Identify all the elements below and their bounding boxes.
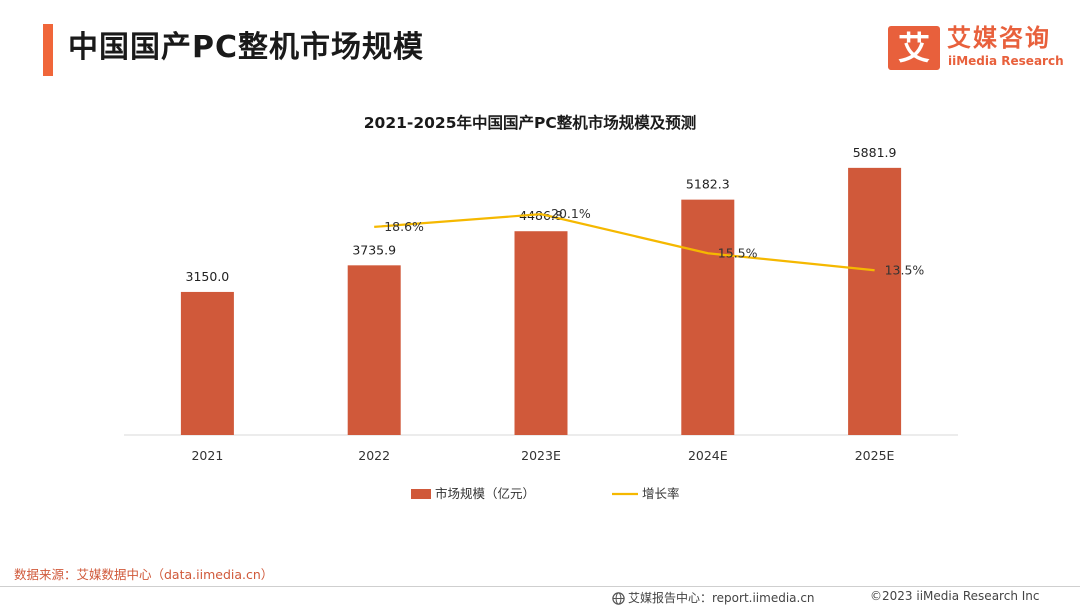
- logo-icon: 艾: [888, 26, 940, 70]
- growth-label-2024E: 15.5%: [718, 245, 758, 260]
- copyright: ©2023 iiMedia Research Inc: [870, 589, 1040, 603]
- x-tick-2025E: 2025E: [855, 448, 895, 463]
- x-tick-2022: 2022: [358, 448, 390, 463]
- legend-label-growth-rate: 增长率: [642, 486, 680, 501]
- logo-name-cn: 艾媒咨询: [947, 24, 1051, 52]
- chart-legend: 市场规模（亿元） 增长率: [411, 486, 680, 501]
- report-center-link[interactable]: 艾媒报告中心：report.iimedia.cn: [628, 591, 815, 605]
- growth-label-2025E: 13.5%: [885, 262, 925, 277]
- growth-rate-line: [374, 213, 875, 272]
- bar-2023E: [514, 231, 568, 435]
- data-source: 数据来源：艾媒数据中心（data.iimedia.cn）: [14, 567, 274, 582]
- page-title: 中国国产PC整机市场规模: [68, 30, 425, 65]
- x-tick-2024E: 2024E: [688, 448, 728, 463]
- globe-icon: [612, 592, 625, 608]
- title-accent-bar: [43, 24, 53, 76]
- chart-title: 2021-2025年中国国产PC整机市场规模及预测: [364, 113, 696, 132]
- bar-label-2021: 3150.0: [186, 269, 230, 284]
- footer-info: 艾媒报告中心：report.iimedia.cn ©2023 iiMedia R…: [612, 589, 1070, 605]
- bar-2024E: [681, 199, 735, 435]
- x-tick-2023E: 2023E: [521, 448, 561, 463]
- footer-divider: [0, 586, 1080, 587]
- bar-2021: [180, 291, 234, 435]
- iimedia-logo[interactable]: 艾 艾媒咨询 iiMedia Research: [888, 24, 1064, 70]
- bar-label-2025E: 5881.9: [853, 145, 897, 160]
- bar-label-2024E: 5182.3: [686, 177, 730, 192]
- growth-label-2022: 18.6%: [384, 219, 424, 234]
- bar-label-2022: 3735.9: [352, 242, 396, 257]
- legend-label-market-size: 市场规模（亿元）: [435, 486, 535, 501]
- growth-label-2023E: 20.1%: [551, 206, 591, 221]
- logo-name-en: iiMedia Research: [948, 54, 1064, 68]
- x-tick-2021: 2021: [191, 448, 223, 463]
- bar-2025E: [848, 167, 902, 435]
- market-size-chart: 2021-2025年中国国产PC整机市场规模及预测 3150.0 3735.9 44…: [124, 113, 958, 501]
- legend-swatch-market-size: [411, 489, 431, 499]
- bar-label-2023E: 4486.8: [519, 208, 563, 223]
- bar-2022: [347, 265, 401, 435]
